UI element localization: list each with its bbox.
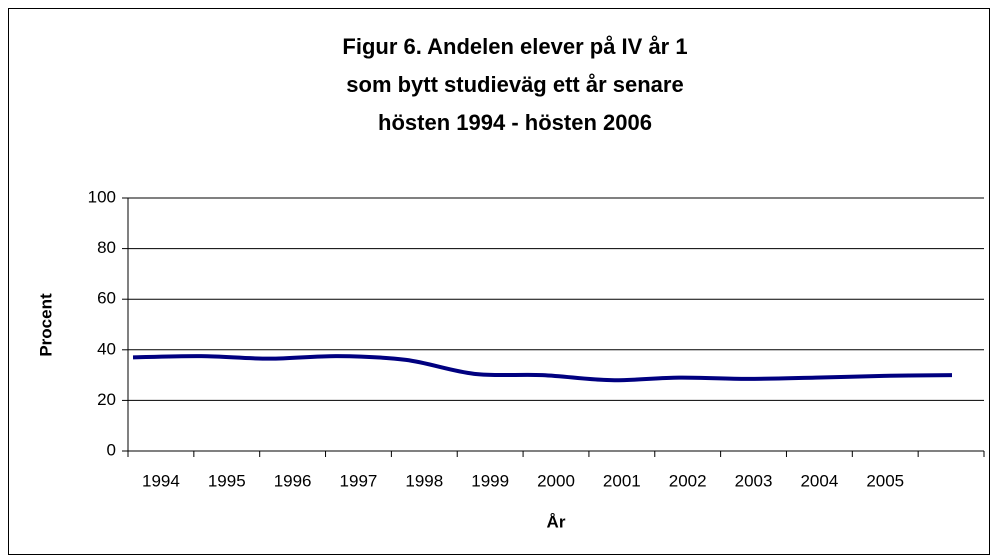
x-tick-label: 1999 bbox=[471, 471, 509, 490]
x-tick-label: 1996 bbox=[274, 471, 312, 490]
x-tick-label: 2001 bbox=[603, 471, 641, 490]
y-tick-label: 80 bbox=[97, 238, 116, 257]
x-tick-label: 1995 bbox=[208, 471, 246, 490]
chart-title: Figur 6. Andelen elever på IV år 1 bbox=[342, 34, 687, 59]
x-tick-label: 2004 bbox=[800, 471, 838, 490]
y-tick-label: 40 bbox=[97, 339, 116, 358]
y-tick-label: 60 bbox=[97, 289, 116, 308]
x-tick-label: 2002 bbox=[669, 471, 707, 490]
x-tick-label: 2003 bbox=[735, 471, 773, 490]
y-axis-title: Procent bbox=[36, 293, 55, 357]
x-axis-title: År bbox=[547, 512, 566, 531]
y-tick-label: 100 bbox=[88, 187, 116, 206]
y-tick-label: 0 bbox=[107, 440, 116, 459]
x-tick-label: 1997 bbox=[340, 471, 378, 490]
x-tick-label: 2000 bbox=[537, 471, 575, 490]
x-tick-label: 1998 bbox=[405, 471, 443, 490]
x-tick-label: 2005 bbox=[866, 471, 904, 490]
chart-border bbox=[8, 8, 990, 555]
series-line bbox=[132, 354, 953, 383]
chart-title: som bytt studieväg ett år senare bbox=[346, 72, 683, 97]
y-tick-label: 20 bbox=[97, 390, 116, 409]
x-tick-label: 1994 bbox=[142, 471, 180, 490]
chart-title: hösten 1994 - hösten 2006 bbox=[378, 110, 652, 135]
